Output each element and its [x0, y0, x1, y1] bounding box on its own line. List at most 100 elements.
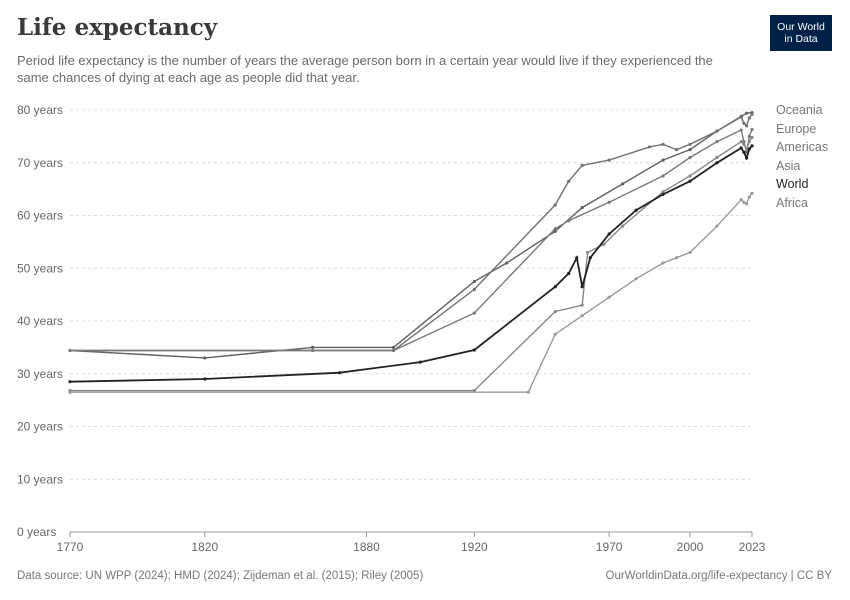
data-point-asia[interactable] [472, 389, 476, 393]
data-point-world[interactable] [575, 256, 579, 260]
data-point-oceania[interactable] [688, 147, 692, 152]
data-point-africa[interactable] [688, 250, 692, 255]
data-point-europe[interactable] [647, 145, 652, 149]
data-point-africa[interactable] [580, 314, 584, 318]
data-point-africa[interactable] [745, 202, 749, 206]
data-point-africa[interactable] [742, 200, 746, 204]
data-point-africa[interactable] [750, 191, 754, 195]
data-point-oceania[interactable] [472, 279, 476, 284]
data-point-americas[interactable] [661, 174, 665, 178]
data-point-asia[interactable] [553, 309, 557, 314]
data-point-asia[interactable] [742, 142, 746, 146]
data-point-oceania[interactable] [580, 205, 584, 210]
data-point-world[interactable] [661, 192, 665, 196]
data-point-world[interactable] [739, 146, 743, 150]
owid-logo[interactable]: Our World in Data [770, 15, 832, 51]
data-point-world[interactable] [742, 150, 746, 154]
data-point-asia[interactable] [747, 140, 751, 144]
data-point-americas[interactable] [391, 348, 396, 353]
data-point-asia[interactable] [739, 140, 743, 144]
legend-label-asia[interactable]: Asia [776, 159, 800, 173]
data-point-americas[interactable] [739, 128, 743, 132]
data-point-world[interactable] [68, 380, 72, 384]
data-point-world[interactable] [747, 147, 751, 151]
data-point-africa[interactable] [739, 198, 743, 202]
data-point-oceania[interactable] [203, 356, 207, 360]
data-point-oceania[interactable] [621, 182, 625, 186]
data-point-asia[interactable] [602, 242, 606, 247]
data-point-africa[interactable] [747, 195, 751, 199]
data-point-world[interactable] [553, 285, 557, 289]
data-point-europe[interactable] [553, 203, 557, 207]
data-point-oceania[interactable] [661, 158, 665, 162]
data-point-asia[interactable] [688, 174, 692, 178]
legend-label-americas[interactable]: Americas [776, 140, 828, 154]
data-point-europe[interactable] [661, 142, 665, 146]
data-point-asia[interactable] [745, 147, 749, 152]
source-link[interactable]: OurWorldinData.org/life-expectancy | CC … [605, 570, 832, 582]
data-point-americas[interactable] [607, 200, 611, 204]
data-point-oceania[interactable] [745, 111, 749, 115]
data-point-world[interactable] [634, 208, 638, 212]
data-point-africa[interactable] [553, 332, 557, 336]
data-point-europe[interactable] [674, 147, 679, 152]
data-point-world[interactable] [588, 256, 592, 260]
legend-label-world[interactable]: World [776, 177, 808, 191]
data-point-asia[interactable] [750, 135, 754, 140]
data-point-africa[interactable] [526, 390, 530, 394]
data-point-americas[interactable] [715, 140, 719, 144]
data-point-asia[interactable] [621, 224, 625, 228]
data-point-africa[interactable] [68, 390, 72, 394]
data-point-europe[interactable] [739, 115, 743, 119]
legend-label-africa[interactable]: Africa [776, 196, 808, 210]
data-point-europe[interactable] [607, 158, 611, 162]
data-point-europe[interactable] [745, 124, 749, 128]
data-point-europe[interactable] [747, 116, 751, 120]
data-point-oceania[interactable] [391, 345, 396, 349]
data-point-world[interactable] [337, 371, 342, 375]
data-point-americas[interactable] [311, 348, 315, 353]
data-point-oceania[interactable] [311, 345, 315, 349]
data-point-americas[interactable] [747, 134, 751, 138]
data-point-europe[interactable] [580, 163, 584, 167]
data-point-world[interactable] [418, 360, 423, 364]
data-point-world[interactable] [607, 232, 611, 236]
data-point-asia[interactable] [585, 250, 590, 255]
legend-label-europe[interactable]: Europe [776, 122, 816, 136]
data-point-world[interactable] [715, 161, 719, 165]
data-point-americas[interactable] [750, 127, 754, 132]
series-line-africa[interactable] [70, 192, 753, 393]
data-point-europe[interactable] [742, 121, 746, 125]
data-point-africa[interactable] [634, 277, 638, 281]
data-point-world[interactable] [688, 179, 692, 183]
data-point-africa[interactable] [607, 295, 611, 299]
data-point-oceania[interactable] [505, 261, 509, 265]
data-point-world[interactable] [472, 348, 476, 352]
data-point-world[interactable] [745, 156, 749, 160]
data-point-asia[interactable] [661, 190, 665, 194]
data-point-europe[interactable] [688, 142, 692, 146]
series-line-world[interactable] [69, 145, 753, 383]
data-point-americas[interactable] [567, 219, 571, 223]
series-line-asia[interactable] [70, 137, 753, 392]
data-point-europe[interactable] [472, 287, 476, 291]
series-line-europe[interactable] [70, 113, 753, 352]
data-point-europe[interactable] [750, 112, 754, 116]
data-point-europe[interactable] [715, 129, 719, 133]
data-point-asia[interactable] [580, 303, 584, 307]
data-point-africa[interactable] [661, 261, 665, 265]
data-point-americas[interactable] [68, 348, 72, 353]
data-point-world[interactable] [203, 377, 207, 381]
data-point-americas[interactable] [553, 227, 557, 231]
data-point-americas[interactable] [472, 311, 476, 315]
data-point-europe[interactable] [567, 179, 571, 183]
data-point-world[interactable] [750, 144, 754, 148]
data-point-asia[interactable] [715, 155, 719, 160]
legend-label-oceania[interactable]: Oceania [776, 103, 823, 117]
data-point-africa[interactable] [715, 224, 719, 228]
data-point-world[interactable] [580, 285, 584, 289]
data-point-americas[interactable] [742, 140, 746, 144]
data-point-world[interactable] [567, 271, 571, 276]
data-point-africa[interactable] [674, 256, 679, 260]
data-point-americas[interactable] [688, 155, 692, 160]
